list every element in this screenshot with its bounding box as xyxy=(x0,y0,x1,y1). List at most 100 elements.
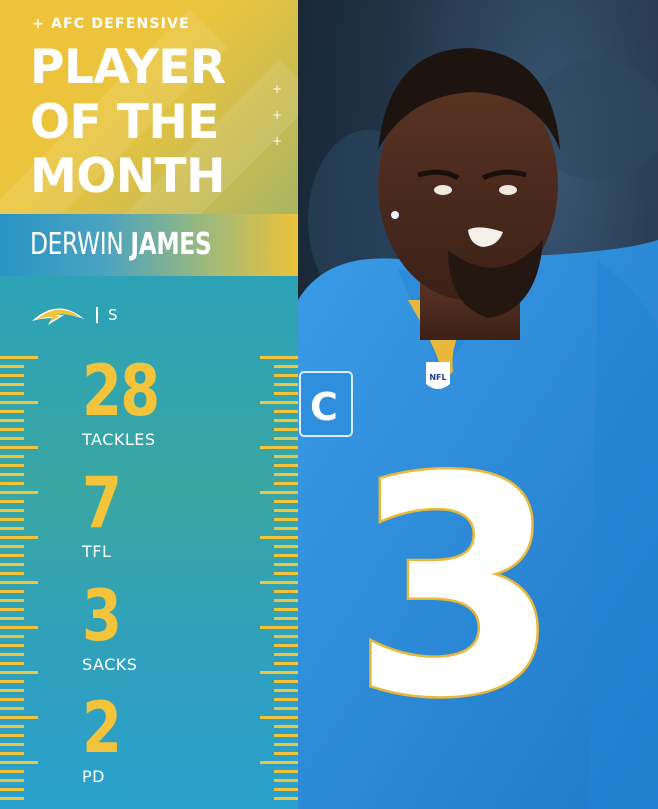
stat-sacks: 3 SACKS xyxy=(82,581,137,674)
ruler-tick xyxy=(0,482,24,485)
title-line-3: MONTH xyxy=(30,149,225,204)
ruler-tick xyxy=(0,500,24,503)
ruler-tick xyxy=(0,698,24,701)
title-block: + AFC DEFENSIVE PLAYER OF THE MONTH + + + xyxy=(0,0,298,214)
ruler-tick xyxy=(274,509,298,512)
ruler-tick xyxy=(0,509,24,512)
ruler-tick xyxy=(0,644,24,647)
ruler-tick xyxy=(274,698,298,701)
ruler-tick xyxy=(274,518,298,521)
yard-ruler-right xyxy=(258,356,298,809)
ruler-tick xyxy=(274,419,298,422)
ruler-tick xyxy=(274,779,298,782)
stat-value: 2 xyxy=(82,687,122,769)
ruler-tick xyxy=(0,419,24,422)
ruler-tick xyxy=(0,671,38,674)
player-first-name: DERWIN xyxy=(30,227,124,262)
ruler-tick xyxy=(0,608,24,611)
ruler-tick xyxy=(0,779,24,782)
ruler-tick xyxy=(260,491,298,494)
ruler-tick xyxy=(274,680,298,683)
ruler-tick xyxy=(0,563,24,566)
ruler-tick xyxy=(0,383,24,386)
stat-value: 7 xyxy=(82,462,122,544)
ruler-tick xyxy=(0,662,24,665)
ruler-tick xyxy=(0,428,24,431)
stat-value: 3 xyxy=(82,575,122,657)
nfl-shield-text: NFL xyxy=(429,373,446,382)
stat-value: 28 xyxy=(82,350,160,432)
ruler-tick xyxy=(274,707,298,710)
ruler-tick xyxy=(0,527,24,530)
ruler-tick xyxy=(274,608,298,611)
ruler-tick xyxy=(0,734,24,737)
ruler-tick xyxy=(0,617,24,620)
ruler-tick xyxy=(260,536,298,539)
ruler-tick xyxy=(0,473,24,476)
player-name: DERWIN JAMES xyxy=(30,227,212,262)
ruler-tick xyxy=(274,374,298,377)
captain-patch-letter: C xyxy=(310,385,338,429)
ruler-tick xyxy=(0,653,24,656)
ruler-tick xyxy=(0,536,38,539)
ruler-tick xyxy=(0,716,38,719)
ruler-tick xyxy=(0,518,24,521)
ruler-tick xyxy=(0,770,24,773)
ruler-tick xyxy=(0,626,38,629)
ruler-tick xyxy=(274,797,298,800)
jersey-number: 3 xyxy=(352,414,561,763)
ruler-tick xyxy=(260,716,298,719)
ruler-tick xyxy=(274,644,298,647)
ruler-tick xyxy=(0,365,24,368)
ruler-tick xyxy=(0,680,24,683)
ruler-tick xyxy=(0,797,24,800)
ruler-tick xyxy=(274,500,298,503)
ruler-tick xyxy=(274,752,298,755)
ruler-tick xyxy=(274,392,298,395)
ruler-tick xyxy=(0,491,38,494)
ruler-tick xyxy=(260,356,298,359)
player-name-band: DERWIN JAMES xyxy=(0,214,298,276)
yard-ruler-left xyxy=(0,356,40,809)
ruler-tick xyxy=(274,473,298,476)
stat-tackles: 28 TACKLES xyxy=(82,356,175,449)
stat-pd: 2 PD xyxy=(82,693,129,786)
ruler-tick xyxy=(274,734,298,737)
stats-panel: + AFC DEFENSIVE PLAYER OF THE MONTH + + + … xyxy=(0,0,298,809)
ruler-tick xyxy=(0,581,38,584)
ruler-tick xyxy=(260,446,298,449)
ruler-tick xyxy=(0,401,38,404)
ruler-tick xyxy=(274,482,298,485)
ruler-tick xyxy=(0,788,24,791)
ruler-tick xyxy=(274,563,298,566)
ruler-tick xyxy=(274,662,298,665)
award-kicker: + AFC DEFENSIVE xyxy=(32,16,190,32)
ruler-tick xyxy=(0,392,24,395)
ruler-tick xyxy=(274,554,298,557)
divider xyxy=(96,307,98,323)
stat-tfl: 7 TFL xyxy=(82,468,129,561)
player-photo: C NFL 3 xyxy=(298,0,658,809)
team-position-row: S xyxy=(30,300,118,330)
ruler-tick xyxy=(0,374,24,377)
ruler-tick xyxy=(0,599,24,602)
ruler-tick xyxy=(274,527,298,530)
ruler-tick xyxy=(274,635,298,638)
ruler-tick xyxy=(274,455,298,458)
ruler-tick xyxy=(274,572,298,575)
ruler-tick xyxy=(0,590,24,593)
ruler-tick xyxy=(274,743,298,746)
stat-label: SACKS xyxy=(82,655,138,674)
ruler-tick xyxy=(260,761,298,764)
ruler-tick xyxy=(274,437,298,440)
ruler-tick xyxy=(0,743,24,746)
ruler-tick xyxy=(0,752,24,755)
ruler-tick xyxy=(0,455,24,458)
ruler-tick xyxy=(260,671,298,674)
ruler-tick xyxy=(0,464,24,467)
ruler-tick xyxy=(274,383,298,386)
ruler-tick xyxy=(0,761,38,764)
player-position: S xyxy=(108,306,118,324)
title-line-2: OF THE xyxy=(30,95,219,150)
stat-label: PD xyxy=(82,767,105,786)
